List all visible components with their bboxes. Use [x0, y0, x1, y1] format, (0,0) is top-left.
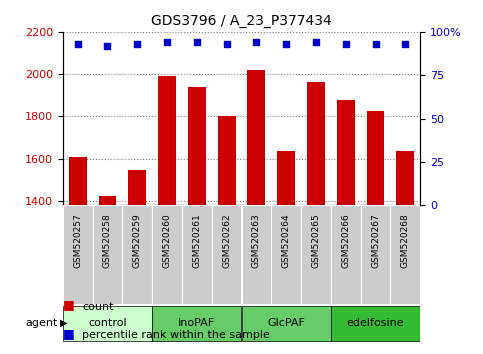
- Text: GSM520257: GSM520257: [73, 213, 82, 268]
- Text: GSM520264: GSM520264: [282, 213, 291, 268]
- Point: [312, 39, 320, 45]
- Bar: [367, 111, 384, 205]
- Text: GSM520261: GSM520261: [192, 213, 201, 268]
- Bar: [63, 205, 93, 304]
- Text: GSM520260: GSM520260: [163, 213, 171, 268]
- Bar: [331, 205, 361, 304]
- Point: [372, 41, 380, 47]
- Text: GSM520262: GSM520262: [222, 213, 231, 268]
- Text: GSM520266: GSM520266: [341, 213, 350, 268]
- Text: GSM520263: GSM520263: [252, 213, 261, 268]
- Point: [74, 41, 82, 47]
- Text: InoPAF: InoPAF: [178, 318, 215, 328]
- Text: ■: ■: [63, 327, 74, 340]
- Bar: [271, 205, 301, 304]
- Bar: [337, 99, 355, 205]
- Bar: [99, 196, 116, 205]
- Bar: [397, 152, 414, 205]
- Text: GSM520258: GSM520258: [103, 213, 112, 268]
- Text: agent: agent: [26, 318, 58, 328]
- Bar: [361, 205, 390, 304]
- Text: GSM520259: GSM520259: [133, 213, 142, 268]
- Point: [104, 43, 112, 48]
- Point: [253, 39, 260, 45]
- Bar: [212, 205, 242, 304]
- Point: [401, 41, 409, 47]
- Text: count: count: [82, 302, 114, 312]
- Bar: [122, 205, 152, 304]
- Text: GSM520267: GSM520267: [371, 213, 380, 268]
- Bar: [242, 205, 271, 304]
- Bar: [218, 116, 236, 205]
- Text: ■: ■: [63, 298, 74, 312]
- Text: percentile rank within the sample: percentile rank within the sample: [82, 330, 270, 340]
- Point: [193, 39, 201, 45]
- Text: control: control: [88, 318, 127, 328]
- Point: [342, 41, 350, 47]
- Bar: [307, 81, 325, 205]
- Bar: [390, 205, 420, 304]
- Bar: [158, 76, 176, 205]
- Point: [133, 41, 141, 47]
- Text: edelfosine: edelfosine: [347, 318, 404, 328]
- Bar: [152, 306, 242, 341]
- Bar: [242, 306, 331, 341]
- Text: GDS3796 / A_23_P377434: GDS3796 / A_23_P377434: [151, 14, 332, 28]
- Text: GlcPAF: GlcPAF: [267, 318, 305, 328]
- Bar: [331, 306, 420, 341]
- Bar: [277, 152, 295, 205]
- Point: [163, 39, 171, 45]
- Text: ▶: ▶: [60, 318, 68, 328]
- Bar: [93, 205, 122, 304]
- Bar: [247, 70, 265, 205]
- Text: GSM520268: GSM520268: [401, 213, 410, 268]
- Bar: [301, 205, 331, 304]
- Text: GSM520265: GSM520265: [312, 213, 320, 268]
- Bar: [188, 87, 206, 205]
- Bar: [63, 306, 152, 341]
- Bar: [152, 205, 182, 304]
- Bar: [128, 170, 146, 205]
- Bar: [69, 157, 86, 205]
- Point: [282, 41, 290, 47]
- Bar: [182, 205, 212, 304]
- Point: [223, 41, 230, 47]
